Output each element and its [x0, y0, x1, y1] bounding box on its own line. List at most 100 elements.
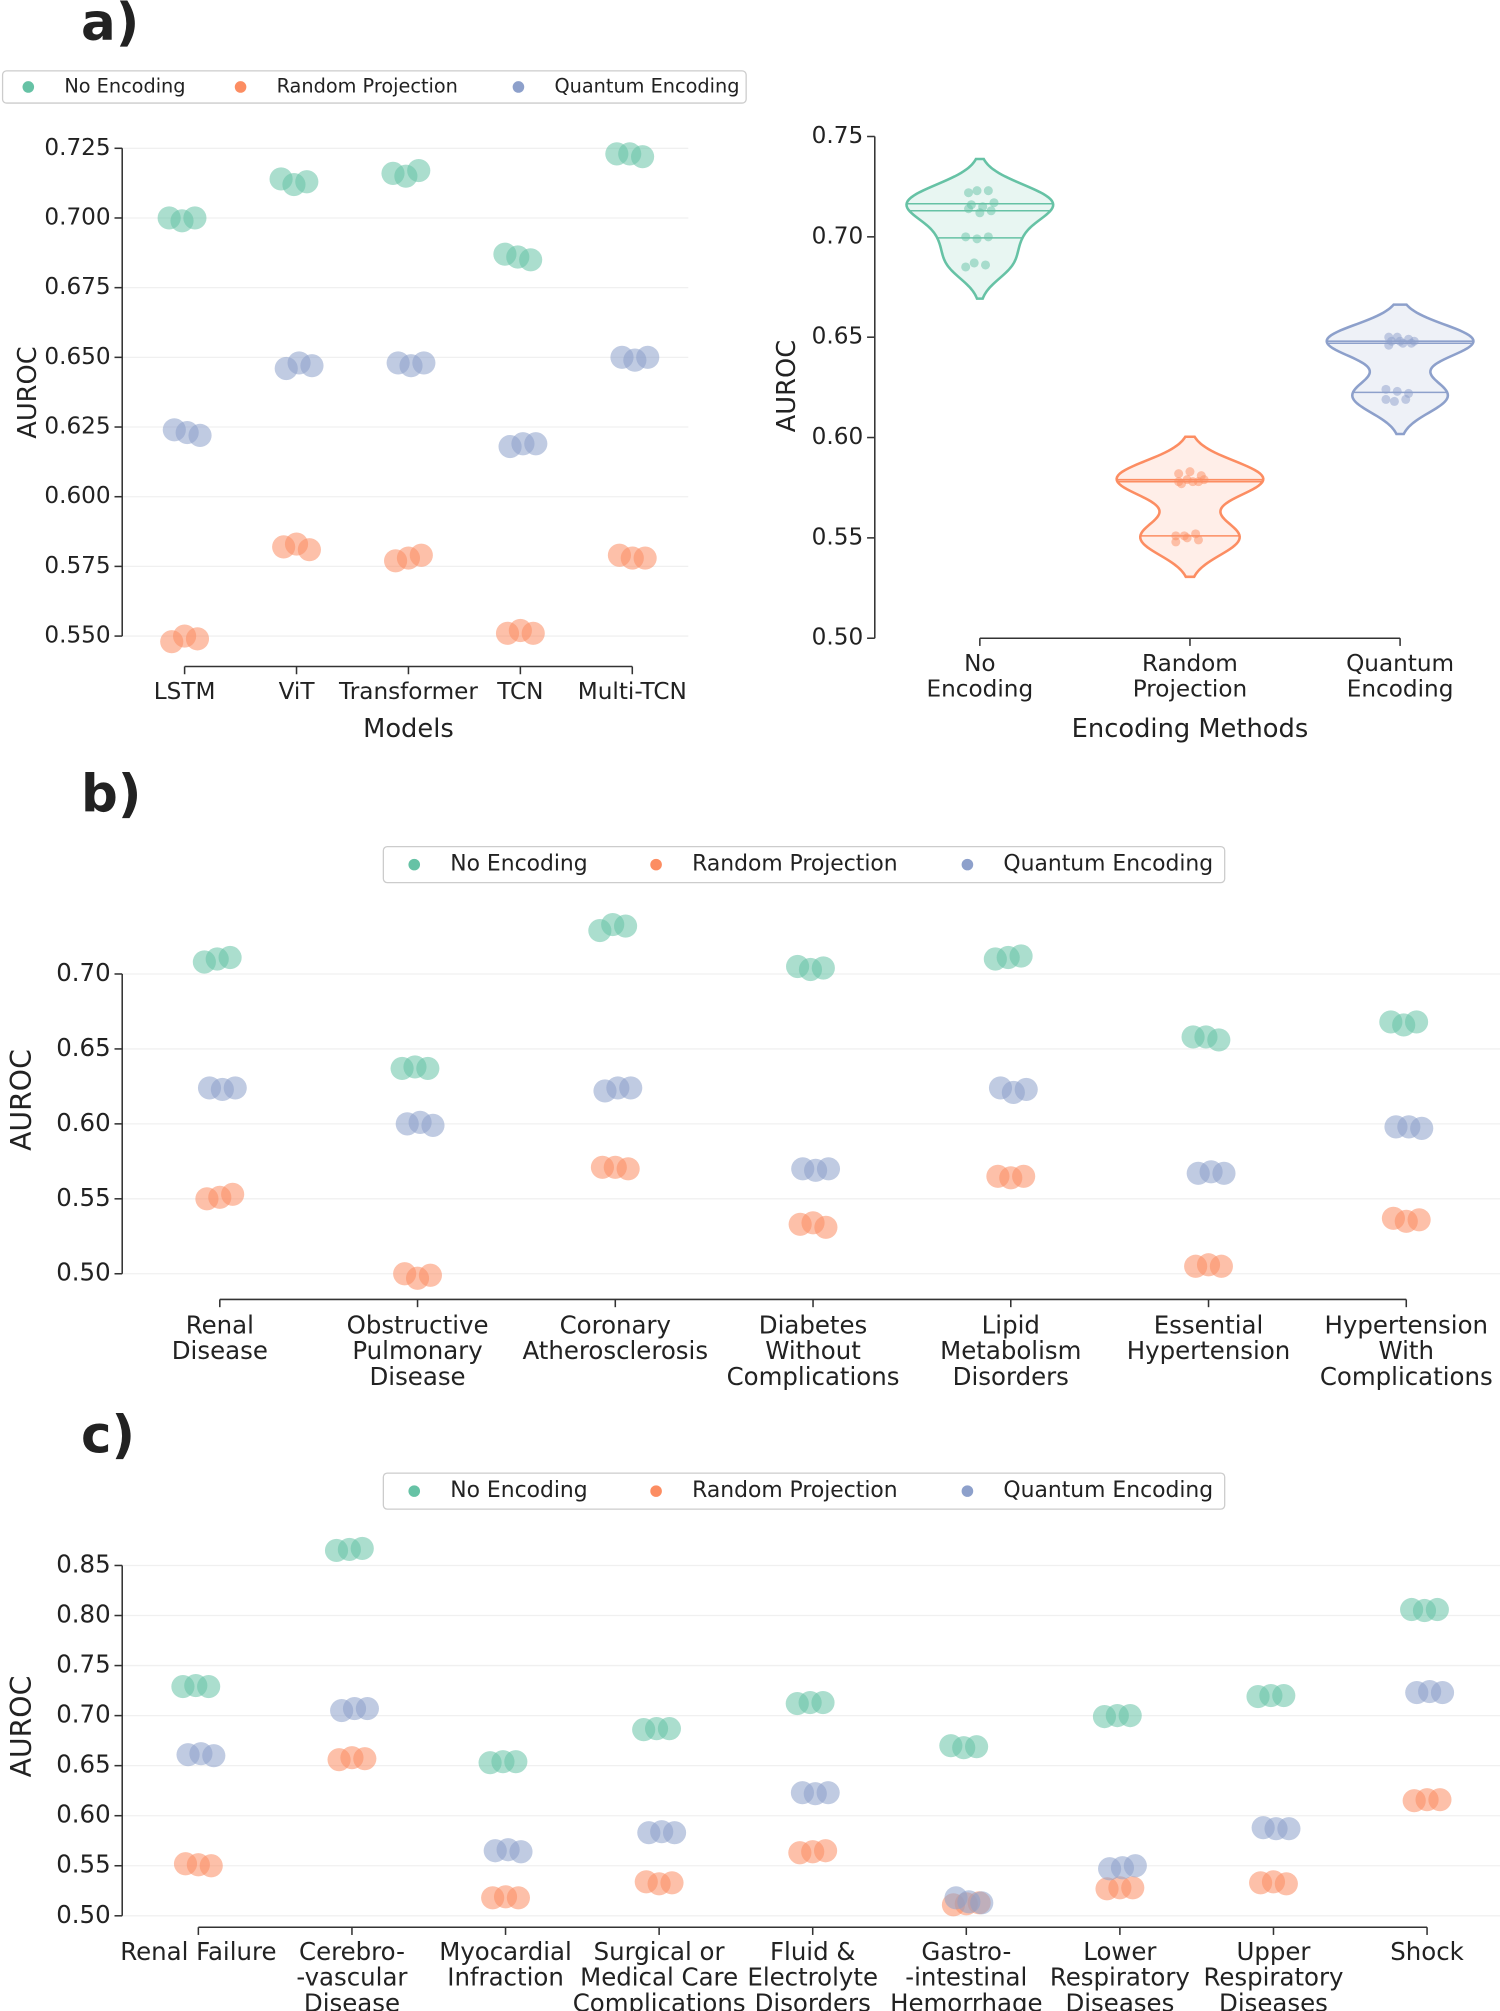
x-axis-label: Encoding Methods [1072, 714, 1309, 744]
point [972, 234, 982, 244]
point [218, 945, 242, 970]
point [1121, 1876, 1145, 1900]
point [814, 1839, 838, 1863]
y-tick-label: 0.50 [812, 625, 864, 651]
violin [1325, 303, 1475, 436]
point [1410, 1116, 1434, 1140]
point [521, 621, 545, 645]
y-tick-label: 0.65 [56, 1750, 110, 1779]
point [811, 1691, 835, 1715]
point [636, 345, 660, 369]
x-tick-label: Cerebro--vascular Disease [296, 1937, 408, 2011]
point [616, 1157, 640, 1181]
point [1428, 1788, 1452, 1812]
point [1185, 467, 1195, 477]
point [409, 543, 433, 567]
point [1392, 386, 1402, 396]
point [1401, 394, 1411, 404]
legend-label: No Encoding [64, 74, 185, 97]
point [983, 232, 993, 242]
point [221, 1182, 245, 1206]
x-tick-label: TCN [496, 679, 543, 705]
x-tick-label: Multi-TCN [578, 679, 687, 705]
point [1012, 1164, 1036, 1188]
y-tick-label: 0.80 [56, 1600, 110, 1629]
y-tick-label: 0.650 [44, 344, 110, 370]
y-tick-label: 0.625 [44, 414, 110, 440]
point [1014, 1077, 1038, 1101]
point [1182, 475, 1192, 485]
point [1191, 529, 1201, 539]
legend-label: No Encoding [450, 852, 587, 877]
point [1381, 394, 1391, 404]
point [660, 1871, 684, 1895]
point [662, 1821, 687, 1845]
point [297, 538, 321, 562]
x-tick-label: Lower Respiratory Diseases [1050, 1937, 1190, 2011]
point [1389, 396, 1399, 406]
point [504, 1750, 528, 1774]
point [202, 1744, 226, 1768]
legend-marker [650, 858, 662, 871]
y-tick-label: 0.85 [56, 1549, 110, 1578]
point [978, 202, 988, 212]
legend-label: Quantum Encoding [554, 74, 739, 97]
point [981, 260, 991, 270]
x-tick-label: Random Projection [1133, 650, 1247, 702]
point [199, 1854, 223, 1878]
point [1274, 1872, 1298, 1896]
y-tick-label: 0.50 [56, 1900, 110, 1929]
legend-label: Random Projection [692, 852, 898, 877]
point [1425, 1597, 1449, 1622]
x-tick-label: LSTM [154, 679, 216, 705]
point [524, 432, 548, 456]
x-tick-label: No Encoding [927, 650, 1034, 702]
legend-marker [234, 81, 247, 93]
point [300, 354, 324, 378]
x-tick-label: Hypertension With Complications [1320, 1310, 1493, 1390]
point [1407, 1208, 1431, 1232]
y-tick-label: 0.550 [44, 623, 110, 649]
point [619, 1076, 643, 1100]
x-tick-label: Diabetes Without Complications [727, 1310, 900, 1390]
panel-label: c) [81, 1405, 135, 1465]
x-tick-label: ViT [279, 679, 316, 705]
legend-box [1, 70, 747, 104]
x-tick-label: Transformer [338, 679, 478, 705]
point [355, 1697, 379, 1721]
point [519, 248, 543, 272]
y-tick-label: 0.50 [56, 1258, 110, 1287]
y-tick-label: 0.70 [56, 958, 110, 987]
point [1277, 1817, 1301, 1841]
y-tick-label: 0.65 [56, 1033, 110, 1062]
point [965, 1735, 989, 1759]
y-tick-label: 0.70 [56, 1700, 110, 1729]
y-tick-label: 0.60 [56, 1800, 110, 1829]
point [633, 546, 657, 570]
y-tick-label: 0.700 [44, 204, 110, 230]
y-tick-label: 0.55 [812, 524, 864, 550]
legend-marker [961, 1485, 974, 1497]
point [509, 1840, 533, 1864]
x-tick-label: Renal Failure [120, 1937, 276, 1966]
legend-box [382, 845, 1226, 884]
point [1404, 1010, 1429, 1034]
point [1009, 944, 1033, 968]
legend-marker [22, 81, 35, 93]
point [350, 1536, 374, 1561]
y-tick-label: 0.75 [56, 1650, 110, 1679]
y-axis-label: AUROC [5, 1049, 38, 1151]
point [506, 1886, 530, 1910]
point [961, 262, 971, 272]
point [185, 627, 210, 651]
point [1430, 1681, 1455, 1705]
point [816, 1157, 841, 1181]
x-tick-label: Essential Hypertension [1127, 1310, 1291, 1365]
x-tick-label: Renal Disease [172, 1310, 268, 1365]
y-axis-label: AUROC [5, 1676, 38, 1778]
point [1384, 332, 1394, 342]
y-tick-label: 0.70 [812, 223, 864, 249]
point [223, 1076, 247, 1100]
